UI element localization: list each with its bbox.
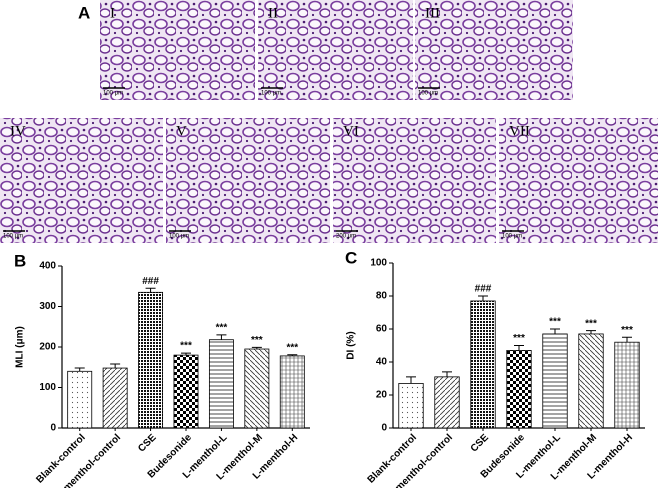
- error-bar: [181, 352, 191, 356]
- significance: ***: [549, 317, 561, 328]
- image: [415, 0, 573, 100]
- histology-image: VII 100 μm: [499, 118, 658, 243]
- bar: [67, 370, 93, 429]
- significance: ###: [475, 284, 492, 295]
- y-tick-label: 40: [376, 357, 388, 368]
- histology-image: II 100 μm: [258, 0, 413, 100]
- y-tick-label: 0: [50, 423, 56, 434]
- error-bar: [287, 354, 298, 356]
- histology-image: IV 100 μm: [0, 118, 163, 243]
- significance: ***: [286, 342, 298, 353]
- y-tick-label: 60: [376, 324, 388, 335]
- error-bar: [406, 376, 416, 384]
- error-bar: [110, 363, 121, 369]
- significance: ***: [585, 318, 597, 329]
- error-bar: [216, 334, 227, 340]
- bar: [614, 341, 640, 429]
- image: [499, 118, 658, 243]
- image-label: I: [110, 5, 115, 21]
- y-tick-label: 20: [376, 390, 388, 401]
- bar: [244, 348, 270, 429]
- y-tick-label: 100: [39, 382, 56, 393]
- error-bar: [145, 287, 156, 293]
- y-tick-label: 300: [39, 301, 56, 312]
- histology-image: III 100 μm: [415, 0, 573, 100]
- bar: [542, 333, 568, 429]
- bar: [470, 300, 496, 429]
- bar: [279, 355, 305, 429]
- image: [100, 0, 255, 100]
- image: [333, 118, 496, 243]
- bar: [506, 350, 532, 429]
- error-bar: [514, 345, 524, 351]
- y-tick-label: 0: [381, 423, 387, 434]
- image-label: VII: [509, 123, 530, 139]
- y-tick-label: 200: [39, 342, 56, 353]
- error-bar: [586, 330, 596, 334]
- histology-image: V 100 μm: [166, 118, 330, 243]
- y-axis-label: DI (%): [346, 331, 357, 359]
- error-bar: [442, 371, 452, 377]
- bar: [398, 383, 424, 429]
- error-bar: [478, 295, 488, 301]
- y-axis-label: MLI (μm): [15, 326, 26, 368]
- bar: [434, 376, 460, 429]
- scale-label: 100 μm: [3, 234, 23, 240]
- y-tick-label: 80: [376, 291, 388, 302]
- image: [258, 0, 413, 100]
- bar: [173, 354, 199, 429]
- significance: ***: [251, 335, 263, 346]
- bar: [578, 333, 604, 429]
- panel-label: B: [14, 251, 26, 270]
- scale-label: 100 μm: [418, 91, 438, 97]
- bar: [208, 339, 234, 429]
- significance: ***: [513, 333, 525, 344]
- histology-image: VI 200 μm: [333, 118, 496, 243]
- error-bar: [622, 336, 632, 343]
- y-tick-label: 400: [39, 261, 56, 272]
- error-bar: [251, 346, 262, 350]
- x-tick-label: CSE: [469, 432, 492, 455]
- error-bar: [74, 367, 85, 372]
- significance: ***: [180, 341, 192, 352]
- bar: [102, 367, 128, 429]
- bar: [138, 291, 164, 429]
- image-label: II: [268, 5, 278, 21]
- scale-label: 100 μm: [103, 91, 123, 97]
- scale-label: 200 μm: [336, 234, 356, 240]
- scale-label: 100 μm: [502, 234, 522, 240]
- image-label: VI: [343, 123, 359, 139]
- image-label: III: [425, 5, 440, 21]
- panel-label: A: [78, 3, 90, 22]
- y-tick-label: 100: [370, 258, 387, 269]
- scale-label: 100 μm: [261, 91, 281, 97]
- scale-label: 100 μm: [169, 234, 189, 240]
- image-label: IV: [10, 123, 26, 139]
- significance: ***: [216, 322, 228, 333]
- error-bar: [550, 328, 560, 334]
- image: [166, 118, 330, 243]
- x-tick-label: CSE: [136, 432, 159, 455]
- significance: ***: [621, 325, 633, 336]
- image: [0, 118, 163, 243]
- histology-image: I 100 μm: [100, 0, 255, 100]
- image-label: V: [176, 123, 187, 139]
- significance: ###: [142, 276, 159, 287]
- panel-label: C: [345, 248, 357, 267]
